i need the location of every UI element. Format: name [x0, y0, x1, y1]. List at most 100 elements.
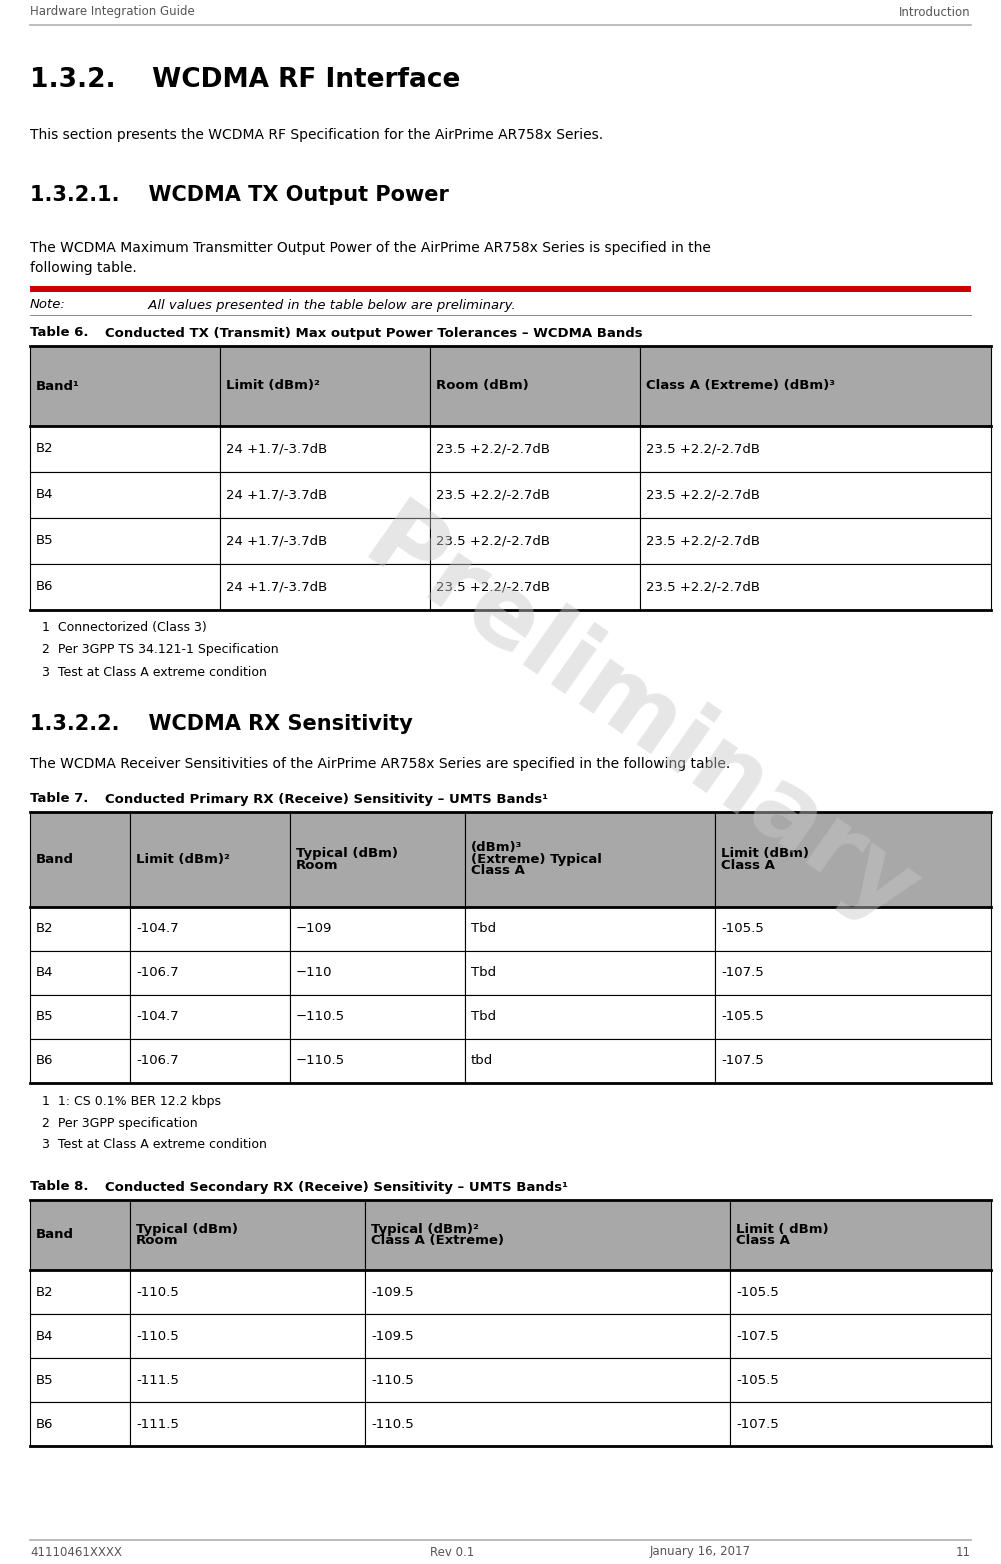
- Text: January 16, 2017: January 16, 2017: [650, 1545, 751, 1558]
- Bar: [365, 1358, 730, 1401]
- Text: Room: Room: [296, 859, 338, 871]
- Text: (Extreme) Typical: (Extreme) Typical: [471, 852, 602, 866]
- Bar: [465, 812, 715, 907]
- Text: 3  Test at Class A extreme condition: 3 Test at Class A extreme condition: [30, 666, 267, 679]
- Bar: [30, 346, 220, 425]
- Text: 3  Test at Class A extreme condition: 3 Test at Class A extreme condition: [30, 1139, 267, 1151]
- Bar: [730, 1358, 991, 1401]
- Text: Rev 0.1: Rev 0.1: [430, 1545, 474, 1558]
- Bar: [730, 1270, 991, 1314]
- Bar: [430, 472, 640, 518]
- Text: -110.5: -110.5: [136, 1286, 179, 1298]
- Bar: [430, 425, 640, 472]
- Bar: [715, 995, 991, 1038]
- Text: -104.7: -104.7: [136, 1010, 178, 1023]
- Bar: [30, 565, 220, 610]
- Bar: [30, 1401, 130, 1447]
- Text: Typical (dBm): Typical (dBm): [136, 1223, 238, 1236]
- Text: Limit ( dBm): Limit ( dBm): [736, 1223, 829, 1236]
- Text: The WCDMA Receiver Sensitivities of the AirPrime AR758x Series are specified in : The WCDMA Receiver Sensitivities of the …: [30, 757, 731, 771]
- Text: 2  Per 3GPP TS 34.121-1 Specification: 2 Per 3GPP TS 34.121-1 Specification: [30, 643, 278, 657]
- Text: -110.5: -110.5: [136, 1329, 179, 1342]
- Bar: [30, 1200, 130, 1270]
- Bar: [430, 346, 640, 425]
- Bar: [220, 472, 430, 518]
- Text: Band¹: Band¹: [36, 380, 80, 393]
- Text: B6: B6: [36, 580, 53, 593]
- Text: B2: B2: [36, 923, 54, 935]
- Bar: [640, 425, 991, 472]
- Text: -110.5: -110.5: [371, 1373, 413, 1387]
- Bar: [640, 346, 991, 425]
- Bar: [130, 907, 290, 951]
- Text: -109.5: -109.5: [371, 1329, 413, 1342]
- Text: Band: Band: [36, 1228, 74, 1242]
- Text: -105.5: -105.5: [721, 923, 764, 935]
- Bar: [430, 518, 640, 565]
- Text: Preliminary: Preliminary: [345, 493, 935, 946]
- Bar: [220, 425, 430, 472]
- Bar: [730, 1314, 991, 1358]
- Text: Typical (dBm): Typical (dBm): [296, 848, 398, 860]
- Bar: [130, 812, 290, 907]
- Text: (dBm)³: (dBm)³: [471, 841, 523, 854]
- Text: B5: B5: [36, 1010, 54, 1023]
- Text: B4: B4: [36, 488, 53, 502]
- Bar: [30, 1038, 130, 1082]
- Text: B6: B6: [36, 1054, 53, 1068]
- Text: Note:: Note:: [30, 299, 66, 311]
- Text: 11: 11: [956, 1545, 971, 1558]
- Bar: [640, 518, 991, 565]
- Bar: [30, 812, 130, 907]
- Bar: [130, 1200, 365, 1270]
- Bar: [30, 286, 971, 292]
- Text: 1  1: CS 0.1% BER 12.2 kbps: 1 1: CS 0.1% BER 12.2 kbps: [30, 1095, 221, 1107]
- Bar: [130, 1314, 365, 1358]
- Text: All values presented in the table below are preliminary.: All values presented in the table below …: [110, 299, 516, 311]
- Text: 23.5 +2.2/-2.7dB: 23.5 +2.2/-2.7dB: [646, 443, 760, 455]
- Bar: [730, 1200, 991, 1270]
- Text: tbd: tbd: [471, 1054, 493, 1068]
- Bar: [365, 1314, 730, 1358]
- Bar: [730, 1401, 991, 1447]
- Text: 23.5 +2.2/-2.7dB: 23.5 +2.2/-2.7dB: [436, 443, 550, 455]
- Bar: [640, 472, 991, 518]
- Bar: [30, 1358, 130, 1401]
- Bar: [220, 346, 430, 425]
- Bar: [30, 1314, 130, 1358]
- Text: The WCDMA Maximum Transmitter Output Power of the AirPrime AR758x Series is spec: The WCDMA Maximum Transmitter Output Pow…: [30, 241, 711, 255]
- Bar: [130, 995, 290, 1038]
- Bar: [365, 1401, 730, 1447]
- Text: B4: B4: [36, 967, 53, 979]
- Text: Hardware Integration Guide: Hardware Integration Guide: [30, 6, 195, 19]
- Text: −110.5: −110.5: [296, 1054, 345, 1068]
- Bar: [30, 1270, 130, 1314]
- Bar: [30, 951, 130, 995]
- Text: -111.5: -111.5: [136, 1417, 179, 1431]
- Bar: [290, 951, 465, 995]
- Text: -105.5: -105.5: [736, 1373, 779, 1387]
- Text: −110: −110: [296, 967, 332, 979]
- Bar: [290, 1038, 465, 1082]
- Bar: [220, 518, 430, 565]
- Text: Conducted Secondary RX (Receive) Sensitivity – UMTS Bands¹: Conducted Secondary RX (Receive) Sensiti…: [105, 1181, 568, 1193]
- Text: Tbd: Tbd: [471, 923, 496, 935]
- Text: 23.5 +2.2/-2.7dB: 23.5 +2.2/-2.7dB: [436, 488, 550, 502]
- Text: Conducted TX (Transmit) Max output Power Tolerances – WCDMA Bands: Conducted TX (Transmit) Max output Power…: [105, 327, 643, 339]
- Text: -106.7: -106.7: [136, 967, 178, 979]
- Bar: [30, 472, 220, 518]
- Text: 1.3.2.2.    WCDMA RX Sensitivity: 1.3.2.2. WCDMA RX Sensitivity: [30, 715, 412, 734]
- Text: Class A (Extreme): Class A (Extreme): [371, 1234, 504, 1247]
- Text: 23.5 +2.2/-2.7dB: 23.5 +2.2/-2.7dB: [646, 488, 760, 502]
- Bar: [30, 425, 220, 472]
- Bar: [130, 1038, 290, 1082]
- Bar: [640, 565, 991, 610]
- Text: 23.5 +2.2/-2.7dB: 23.5 +2.2/-2.7dB: [436, 580, 550, 593]
- Text: 1.3.2.    WCDMA RF Interface: 1.3.2. WCDMA RF Interface: [30, 67, 460, 92]
- Text: -107.5: -107.5: [721, 967, 764, 979]
- Text: 1.3.2.1.    WCDMA TX Output Power: 1.3.2.1. WCDMA TX Output Power: [30, 185, 448, 205]
- Text: B4: B4: [36, 1329, 53, 1342]
- Bar: [130, 1270, 365, 1314]
- Text: -111.5: -111.5: [136, 1373, 179, 1387]
- Text: 2  Per 3GPP specification: 2 Per 3GPP specification: [30, 1117, 197, 1129]
